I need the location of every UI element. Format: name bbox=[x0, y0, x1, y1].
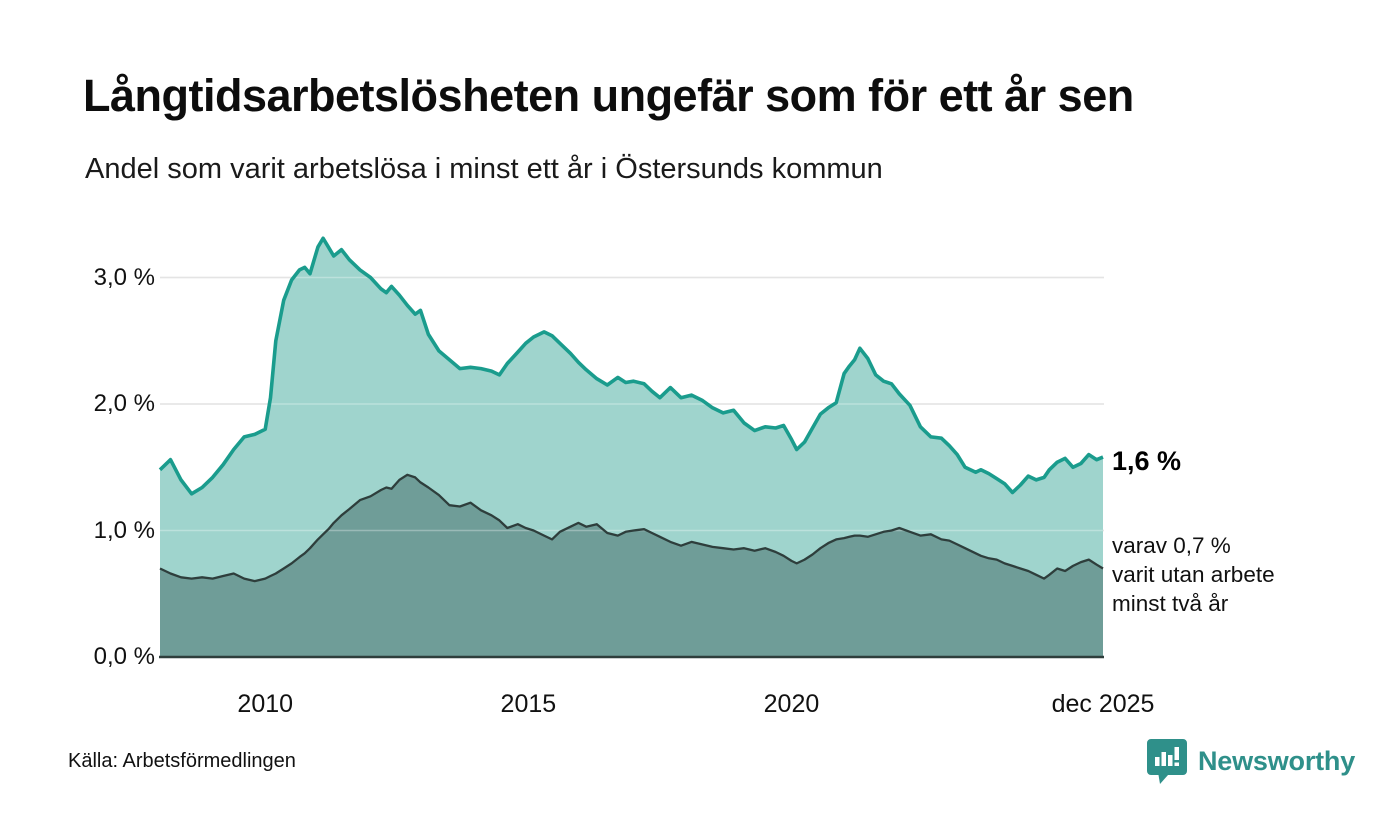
end-label-sub-line: varit utan arbete bbox=[1112, 562, 1275, 587]
x-tick-label: 2015 bbox=[500, 690, 557, 718]
end-label-sub-line: minst två år bbox=[1112, 591, 1229, 616]
end-value-label-one-year: 1,6 % bbox=[1112, 446, 1182, 476]
x-axis-tick-labels: 2010 2015 2020 dec 2025 bbox=[0, 690, 1400, 724]
area-fill-two-years bbox=[160, 474, 1103, 657]
source-credit: Källa: Arbetsförmedlingen bbox=[68, 750, 296, 772]
series-line-two-years bbox=[159, 473, 1104, 583]
series-line-one-year bbox=[158, 236, 1104, 496]
newsworthy-wordmark: Newsworthy bbox=[1198, 746, 1356, 776]
y-tick-label: 2,0 % bbox=[93, 390, 155, 417]
x-tick-label: dec 2025 bbox=[1051, 690, 1155, 718]
newsworthy-logo-icon bbox=[1147, 739, 1187, 784]
end-label-sub-line: varav 0,7 % bbox=[1112, 533, 1231, 558]
chart-subtitle: Andel som varit arbetslösa i minst ett å… bbox=[85, 153, 883, 185]
y-tick-label: 1,0 % bbox=[93, 516, 155, 544]
y-tick-label: 3,0 % bbox=[93, 263, 155, 291]
newsworthy-logo: Newsworthy bbox=[1146, 738, 1355, 785]
page-title: Långtidsarbetslösheten ungefär som för e… bbox=[83, 70, 1134, 121]
x-tick-label: 2010 bbox=[237, 690, 294, 718]
end-value-label-two-years: varav 0,7 % varit utan arbete minst två … bbox=[1112, 531, 1275, 618]
y-tick-label: 0,0 % bbox=[93, 643, 155, 670]
x-tick-label: 2020 bbox=[763, 690, 820, 718]
